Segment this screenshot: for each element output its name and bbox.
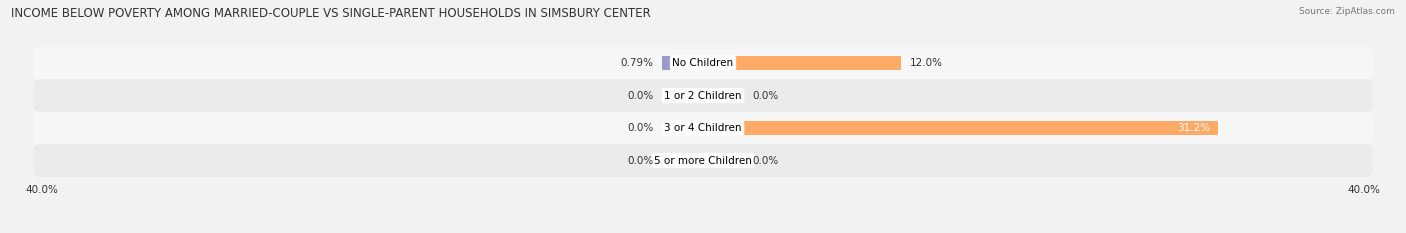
Text: 1 or 2 Children: 1 or 2 Children <box>664 91 742 101</box>
Text: INCOME BELOW POVERTY AMONG MARRIED-COUPLE VS SINGLE-PARENT HOUSEHOLDS IN SIMSBUR: INCOME BELOW POVERTY AMONG MARRIED-COUPL… <box>11 7 651 20</box>
Text: 0.79%: 0.79% <box>620 58 654 68</box>
Text: 0.0%: 0.0% <box>752 156 779 166</box>
Text: 0.0%: 0.0% <box>627 91 654 101</box>
FancyBboxPatch shape <box>34 112 1372 144</box>
FancyBboxPatch shape <box>34 79 1372 112</box>
Bar <box>662 121 703 135</box>
Text: 0.0%: 0.0% <box>627 156 654 166</box>
Text: Source: ZipAtlas.com: Source: ZipAtlas.com <box>1299 7 1395 16</box>
Text: 31.2%: 31.2% <box>1177 123 1211 133</box>
Text: No Children: No Children <box>672 58 734 68</box>
Text: 5 or more Children: 5 or more Children <box>654 156 752 166</box>
Bar <box>662 154 703 168</box>
Text: 0.0%: 0.0% <box>752 91 779 101</box>
Bar <box>703 89 744 103</box>
Text: 3 or 4 Children: 3 or 4 Children <box>664 123 742 133</box>
Text: 12.0%: 12.0% <box>910 58 942 68</box>
FancyBboxPatch shape <box>34 47 1372 79</box>
Bar <box>703 121 1219 135</box>
Bar <box>662 56 703 70</box>
Text: 0.0%: 0.0% <box>627 123 654 133</box>
FancyBboxPatch shape <box>34 144 1372 177</box>
Bar <box>703 56 901 70</box>
Bar <box>662 89 703 103</box>
Bar <box>703 154 744 168</box>
